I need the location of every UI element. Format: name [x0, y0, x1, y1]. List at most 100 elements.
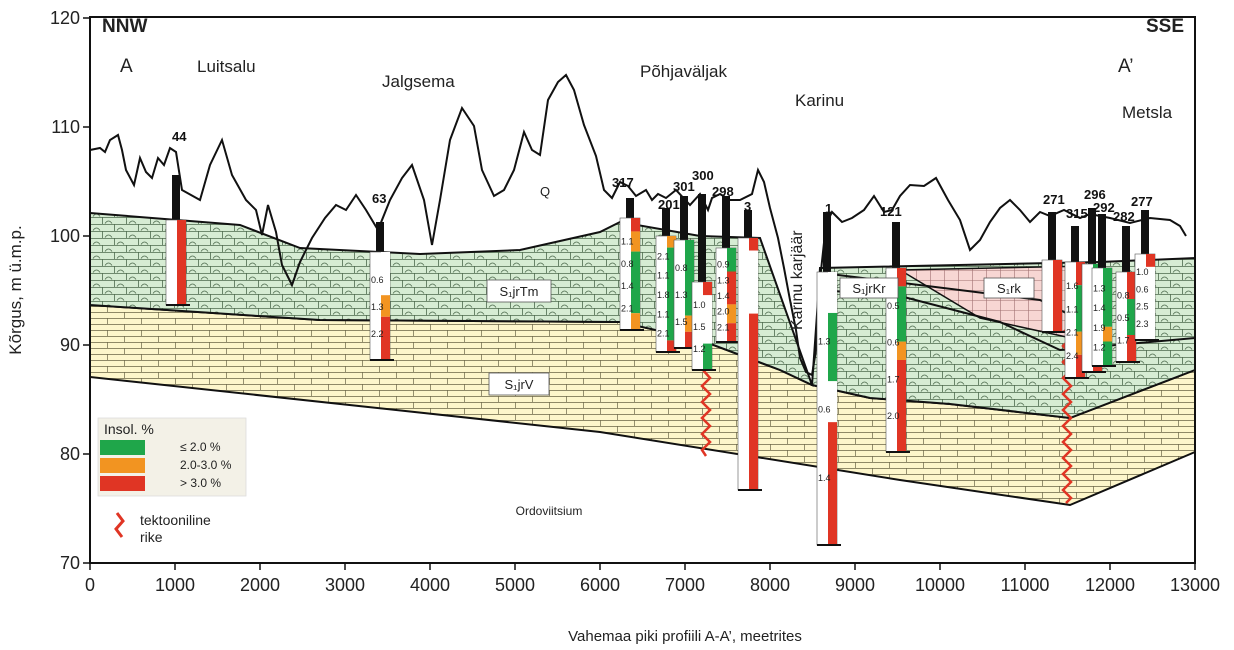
insolubles-segment: [703, 295, 712, 344]
well-casing: [1141, 210, 1149, 254]
well-casing: [1122, 226, 1130, 272]
x-tick-label: 9000: [835, 575, 875, 595]
insolubles-value: 2.2: [371, 329, 384, 339]
unit-label-ordovician: Ordoviitsium: [516, 504, 583, 518]
well-casing: [376, 222, 384, 252]
insolubles-value: 1.5: [693, 322, 706, 332]
insolubles-segment: [828, 272, 837, 313]
profile-end-label: A’: [1118, 56, 1133, 77]
insolubles-segment: [1127, 272, 1136, 299]
x-tick-label: 11000: [1001, 575, 1050, 595]
legend-swatch-orange: [100, 458, 145, 473]
insolubles-segment: [1076, 262, 1085, 286]
place-label: Karinu: [795, 91, 844, 110]
well-id: 315: [1066, 206, 1088, 221]
insolubles-value: 2.1: [657, 251, 670, 261]
well-id: 317: [612, 175, 634, 190]
insolubles-segment: [828, 381, 837, 423]
insolubles-segment: [631, 251, 640, 314]
insolubles-value: 1.0: [693, 300, 706, 310]
unit-box: [839, 277, 899, 299]
insolubles-segment: [1103, 326, 1112, 342]
y-tick-label: 120: [50, 8, 80, 28]
well-1: 1 1.3 0.6 1.4: [816, 201, 841, 546]
insolubles-segment: [727, 248, 736, 272]
well-282: 282 0.8 0.5 1.7: [1113, 209, 1140, 363]
legend: Insol. % ≤ 2.0 % 2.0-3.0 % > 3.0 % tekto…: [97, 417, 247, 545]
well-201: 201 2.1 1.1 1.8 1.1 2.1: [655, 197, 680, 353]
well-id: 296: [1084, 187, 1106, 202]
insolubles-segment: [1053, 260, 1062, 332]
insolubles-segment: [749, 250, 758, 314]
insolubles-segment: [667, 236, 676, 248]
unit-box: [983, 277, 1035, 299]
well-casing: [1098, 214, 1106, 268]
insolubles-value: 1.6: [1066, 281, 1079, 291]
legend-title: Insol. %: [104, 421, 154, 437]
well-292: 292 1.3 1.4 1.9 1.2: [1091, 200, 1116, 367]
insolubles-value: 2.4: [1066, 351, 1079, 361]
well-casing: [892, 222, 900, 268]
well-casing: [1088, 208, 1096, 264]
insolubles-segment: [177, 220, 186, 305]
insolubles-value: 0.8: [675, 263, 688, 273]
well-300: 300 1.0 1.5 1.2: [691, 168, 716, 371]
x-tick-label: 1000: [155, 575, 195, 595]
well-3: 3: [737, 199, 762, 491]
insolubles-segment: [1127, 299, 1136, 335]
y-tick-label: 110: [51, 117, 80, 137]
insolubles-segment: [897, 360, 906, 452]
unit-label-jrtm: S₁jrTm: [499, 284, 538, 299]
x-tick-label: 12000: [1085, 575, 1135, 595]
insolubles-segment: [381, 252, 390, 296]
insolubles-segment: [1103, 341, 1112, 366]
legend-item-label: ≤ 2.0 %: [180, 440, 221, 454]
plot-frame: [89, 16, 1196, 564]
well-id: 292: [1093, 200, 1115, 215]
insolubles-segment: [727, 271, 736, 305]
insolubles-value: 1.7: [1117, 336, 1130, 346]
insolubles-segment: [749, 238, 758, 251]
well-id: 63: [372, 191, 386, 206]
insolubles-segment: [1146, 254, 1155, 267]
well-id: 201: [658, 197, 680, 212]
insolubles-value: 0.6: [887, 338, 900, 348]
insolubles-value: 2.1: [717, 322, 730, 332]
x-tick-label: 7000: [665, 575, 705, 595]
insolubles-segment: [1146, 266, 1155, 340]
insolubles-segment: [685, 315, 694, 332]
well-casing: [744, 210, 752, 238]
insolubles-segment: [897, 268, 906, 287]
insolubles-value: 2.0: [717, 307, 730, 317]
insolubles-value: 1.4: [717, 291, 730, 301]
insolubles-segment: [749, 313, 758, 490]
legend-swatch-green: [100, 440, 145, 455]
well-casing: [662, 208, 670, 236]
insolubles-segment: [1076, 354, 1085, 378]
insolubles-segment: [703, 343, 712, 370]
well-casing: [680, 196, 688, 240]
insolubles-value: 0.6: [818, 405, 831, 415]
x-tick-label: 8000: [750, 575, 790, 595]
quarry-label: Karinu karjäär: [789, 230, 806, 330]
insolubles-segment: [381, 316, 390, 360]
wells: 44 63 0.6 1.3 2.2 317 1.1 0.8 1.4 2.1 201 2.1 1.1 1.8…: [165, 129, 1159, 546]
well-298: 298 0.9 1.3 1.4 2.0 2.1: [712, 184, 740, 343]
axes: 0 1000 2000 3000 4000 5000 6000 7000 8000 9000 100…: [50, 8, 1220, 595]
well-id: 301: [673, 179, 695, 194]
legend-item-label: 2.0-3.0 %: [180, 458, 232, 472]
x-axis-title: Vahemaa piki profiili A-A’, meetrites: [568, 628, 802, 645]
insolubles-segment: [727, 323, 736, 342]
insolubles-value: 0.9: [717, 260, 730, 270]
insolubles-value: 2.1: [657, 329, 670, 339]
insolubles-segment: [631, 231, 640, 252]
well-271: 271: [1041, 192, 1066, 333]
insolubles-value: 0.8: [621, 259, 634, 269]
well-317: 317 1.1 0.8 1.4 2.1: [612, 175, 644, 331]
unit-label-q: Q: [540, 184, 550, 199]
well-casing: [823, 212, 831, 272]
legend-fault-label: tektooniline: [140, 512, 211, 528]
well-63: 63 0.6 1.3 2.2: [369, 191, 394, 361]
insolubles-value: 1.7: [887, 374, 900, 384]
well-301: 301 0.8 1.3 1.5: [673, 179, 698, 349]
